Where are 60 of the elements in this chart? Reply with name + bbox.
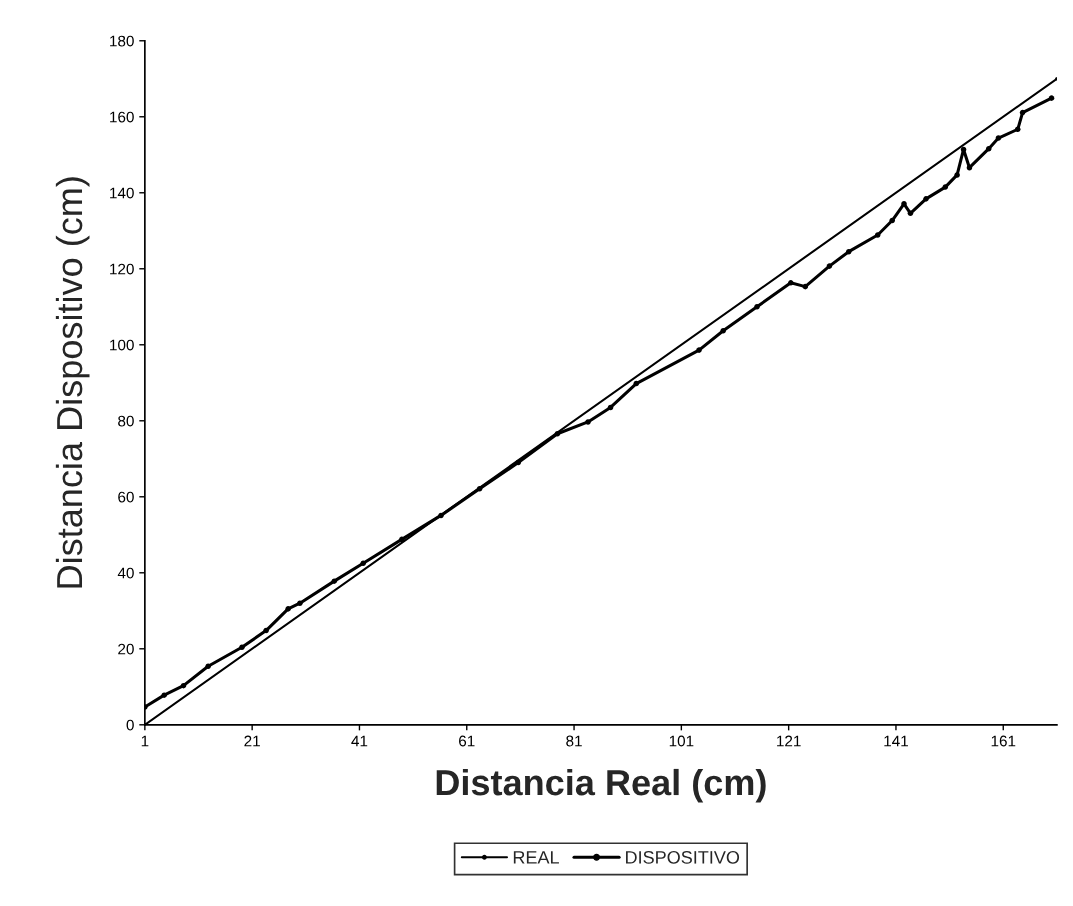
point — [263, 627, 269, 634]
x-tick-label: 1 — [141, 735, 149, 747]
point — [696, 347, 702, 353]
point — [889, 217, 895, 224]
point — [720, 327, 726, 334]
y-tick-label: 80 — [118, 415, 134, 427]
point — [161, 692, 167, 698]
x-tick-label: 81 — [566, 735, 582, 747]
x-axis-title: Distancia Real (cm) — [436, 768, 766, 803]
point — [554, 430, 561, 437]
point — [845, 248, 852, 255]
point — [907, 210, 914, 217]
point — [754, 304, 760, 310]
point — [995, 135, 1002, 141]
y-tick-label: 140 — [110, 187, 134, 199]
x-tick-label: 141 — [884, 735, 908, 747]
point — [802, 283, 809, 290]
point — [476, 486, 483, 492]
y-tick-label: 180 — [110, 35, 134, 47]
y-tick-label: 0 — [126, 719, 134, 731]
y-tick-label: 40 — [117, 567, 134, 579]
x-tick-label: 21 — [244, 735, 260, 747]
x-tick-label: 121 — [777, 735, 801, 747]
point — [1019, 109, 1026, 116]
x-tick-label: 101 — [669, 735, 694, 747]
point — [985, 145, 992, 152]
point — [285, 606, 291, 612]
point — [923, 196, 929, 202]
point — [331, 578, 338, 584]
x-tick-label: 161 — [991, 735, 1016, 747]
point — [399, 536, 405, 543]
point — [954, 172, 960, 178]
y-tick-label: 120 — [110, 263, 134, 275]
point — [1014, 126, 1021, 133]
y-tick-label: 160 — [110, 111, 134, 123]
y-axis-title: Distancia Dispositivo (cm) — [55, 177, 90, 588]
point — [633, 380, 640, 387]
point — [585, 419, 591, 425]
point — [826, 263, 833, 269]
y-tick-label: 60 — [118, 491, 134, 503]
point — [438, 512, 444, 519]
point — [515, 459, 522, 466]
x-tick-label: 41 — [351, 735, 368, 747]
y-tick-label: 20 — [118, 643, 134, 655]
x-tick-label: 61 — [459, 735, 475, 747]
point — [205, 663, 211, 670]
point — [788, 280, 794, 286]
point — [942, 184, 949, 190]
point — [960, 146, 967, 153]
point — [966, 164, 973, 171]
y-tick-label: 100 — [110, 339, 134, 351]
point — [180, 682, 187, 689]
point — [901, 201, 907, 207]
point — [874, 232, 881, 238]
point — [297, 600, 303, 606]
legend-label: REAL — [513, 851, 559, 864]
point — [1048, 95, 1055, 101]
point — [239, 644, 245, 651]
legend-label: DISPOSITIVO — [626, 850, 740, 864]
point — [360, 560, 366, 567]
